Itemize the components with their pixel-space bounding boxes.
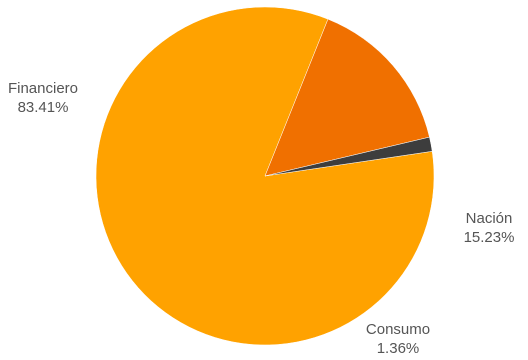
label-consumo-name: Consumo xyxy=(366,321,430,338)
label-consumo-value: 1.36% xyxy=(377,340,420,357)
label-financiero: Financiero 83.41% xyxy=(8,80,78,116)
label-financiero-value: 83.41% xyxy=(18,99,69,116)
pie-slice-consumo xyxy=(264,136,433,177)
label-consumo: Consumo 1.36% xyxy=(366,321,430,357)
label-nacion: Nación 15.23% xyxy=(464,210,515,246)
pie-slices xyxy=(95,6,435,346)
label-nacion-name: Nación xyxy=(466,210,513,227)
pie-slice-nacion xyxy=(264,18,430,177)
label-nacion-value: 15.23% xyxy=(464,229,515,246)
label-financiero-name: Financiero xyxy=(8,80,78,97)
